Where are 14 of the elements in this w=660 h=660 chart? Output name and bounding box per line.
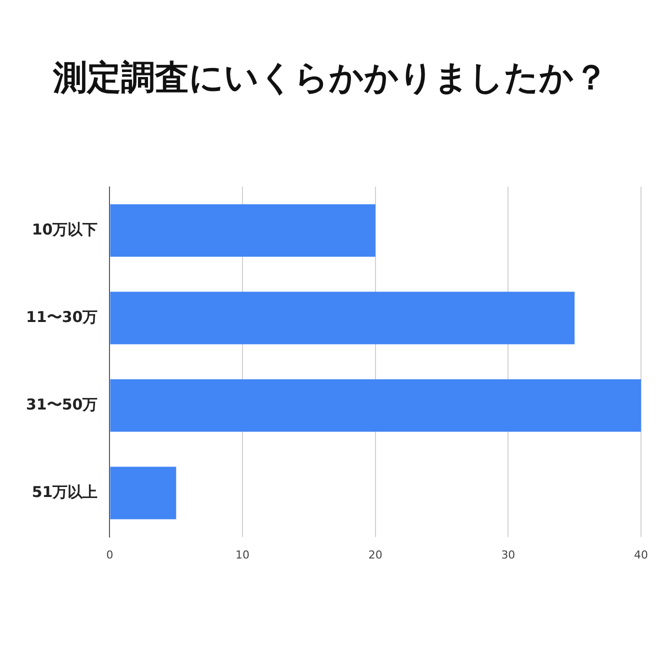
x-tick-label: 30 [501, 548, 516, 562]
y-tick-label: 11〜30万 [26, 308, 98, 326]
bar [110, 466, 176, 520]
bar [110, 292, 575, 344]
x-tick-label: 20 [368, 548, 382, 562]
bar [110, 204, 376, 257]
chart-title: 測定調査にいくらかかりましたか？ [52, 58, 608, 98]
y-tick-label: 31〜50万 [26, 395, 98, 414]
bar [110, 379, 641, 432]
x-tick-label: 40 [634, 548, 648, 562]
x-tick-label: 10 [236, 548, 250, 562]
y-tick-label: 10万以下 [32, 220, 98, 238]
y-tick-label: 51万以上 [32, 482, 98, 501]
x-tick-label: 0 [106, 548, 114, 562]
